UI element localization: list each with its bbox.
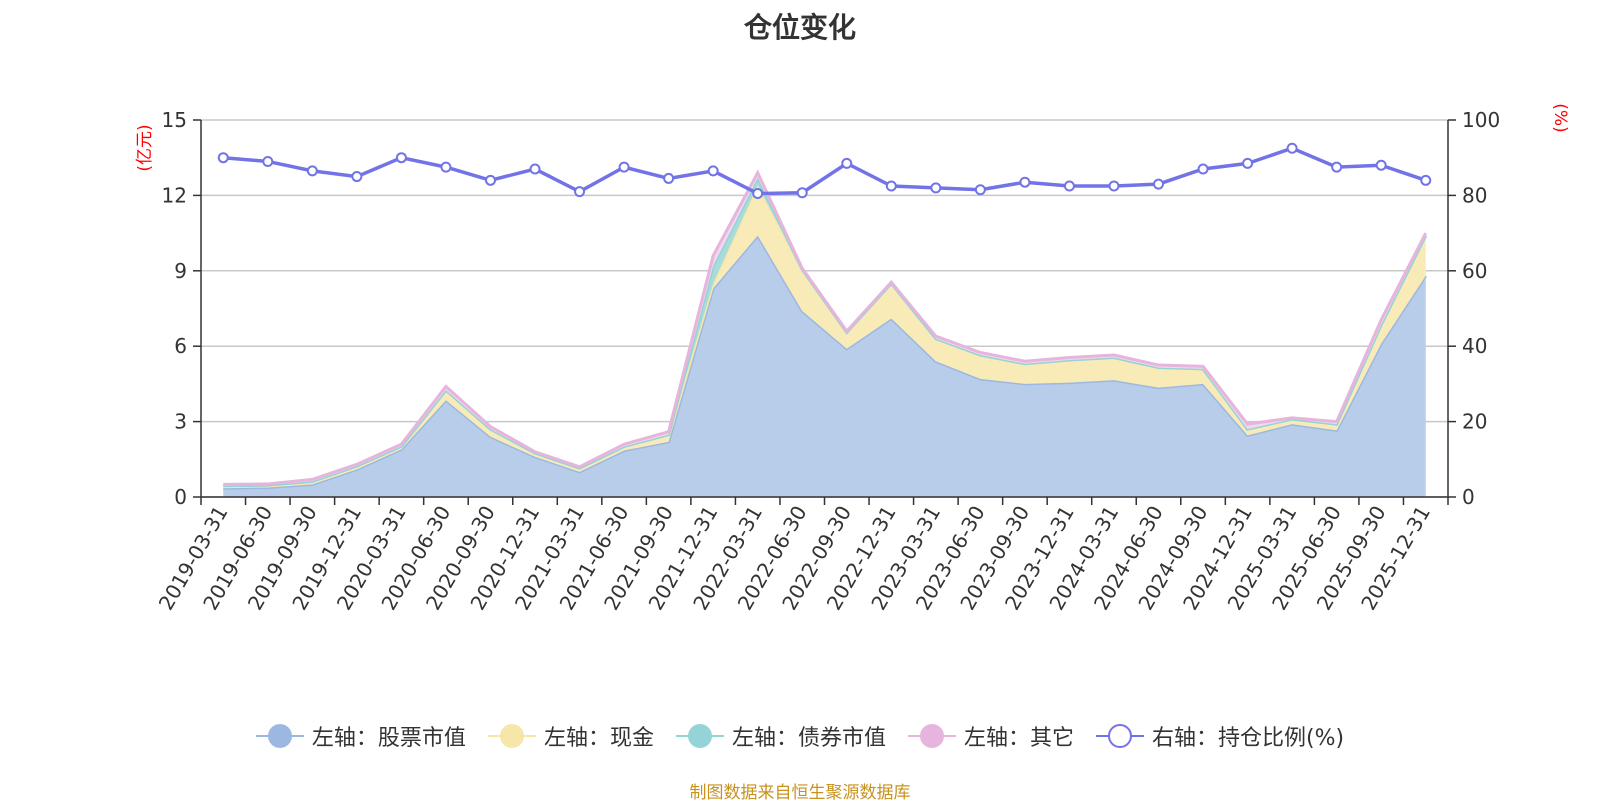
legend-item-bond[interactable]: 左轴：债券市值 <box>675 720 886 752</box>
ratio-point <box>351 171 363 183</box>
legend-label-cash: 左轴：现金 <box>543 726 654 751</box>
legend-label-bond: 左轴：债券市值 <box>731 726 886 751</box>
ratio-point <box>974 184 986 196</box>
legend-label-stock: 左轴：股票市值 <box>311 726 466 751</box>
data-source-note: 制图数据来自恒生聚源数据库 <box>689 783 911 803</box>
legend-label-ratio: 右轴：持仓比例(%) <box>1151 726 1345 751</box>
right-axis-tick-label: 20 <box>1462 410 1487 434</box>
left-axis-tick-label: 15 <box>162 108 187 132</box>
ratio-point <box>885 180 897 192</box>
ratio-point <box>1331 161 1343 173</box>
ratio-point <box>1153 178 1165 190</box>
ratio-point <box>529 163 541 175</box>
ratio-point <box>841 157 853 169</box>
legend: 左轴：股票市值 左轴：现金 左轴：债券市值 左轴：其它 右轴：持仓比例(%) <box>0 720 1600 752</box>
ratio-point <box>262 155 274 167</box>
ratio-point <box>663 172 675 184</box>
chart-title: 仓位变化 <box>743 11 856 44</box>
ratio-point <box>1063 180 1075 192</box>
ratio-point <box>484 174 496 186</box>
ratio-point <box>796 187 808 199</box>
ratio-point <box>618 161 630 173</box>
right-axis-tick-label: 80 <box>1462 183 1487 207</box>
right-axis-tick-label: 0 <box>1462 485 1475 509</box>
legend-bond-marker-icon <box>675 724 724 748</box>
right-axis-unit: (%) <box>1550 103 1570 132</box>
legend-ratio-marker-icon <box>1095 724 1144 748</box>
ratio-point <box>440 161 452 173</box>
right-axis-tick-label: 60 <box>1462 259 1487 283</box>
ratio-point <box>707 165 719 177</box>
ratio-point <box>1242 157 1254 169</box>
legend-other-marker-icon <box>907 724 956 748</box>
ratio-point <box>217 152 229 164</box>
area-line-3 <box>223 169 1428 486</box>
ratio-point <box>1375 159 1387 171</box>
legend-item-stock[interactable]: 左轴：股票市值 <box>255 720 466 752</box>
ratio-line <box>223 146 1427 196</box>
ratio-point <box>1420 174 1432 186</box>
right-axis-tick-label: 40 <box>1462 334 1487 358</box>
legend-label-other: 左轴：其它 <box>963 726 1074 751</box>
ratio-point <box>930 182 942 194</box>
ratio-point <box>395 152 407 164</box>
ratio-point <box>1019 176 1031 188</box>
legend-item-other[interactable]: 左轴：其它 <box>907 720 1074 752</box>
ratio-point <box>1197 163 1209 175</box>
left-axis-tick-label: 6 <box>174 334 187 358</box>
left-axis-tick-label: 9 <box>174 259 187 283</box>
ratio-point <box>574 186 586 198</box>
left-axis-tick-label: 0 <box>174 485 187 509</box>
right-axis-tick-label: 100 <box>1462 108 1500 132</box>
left-axis-tick-label: 12 <box>162 183 187 207</box>
legend-cash-marker-icon <box>487 724 536 748</box>
left-axis-unit: (亿元) <box>135 124 155 171</box>
ratio-point <box>752 188 764 200</box>
ratio-point <box>1286 142 1298 154</box>
legend-stock-marker-icon <box>255 724 304 748</box>
legend-item-cash[interactable]: 左轴：现金 <box>487 720 654 752</box>
ratio-point <box>306 165 318 177</box>
ratio-point <box>1108 180 1120 192</box>
area-fill-0 <box>223 235 1426 497</box>
left-axis-tick-label: 3 <box>174 410 187 434</box>
legend-item-ratio[interactable]: 右轴：持仓比例(%) <box>1095 720 1345 752</box>
